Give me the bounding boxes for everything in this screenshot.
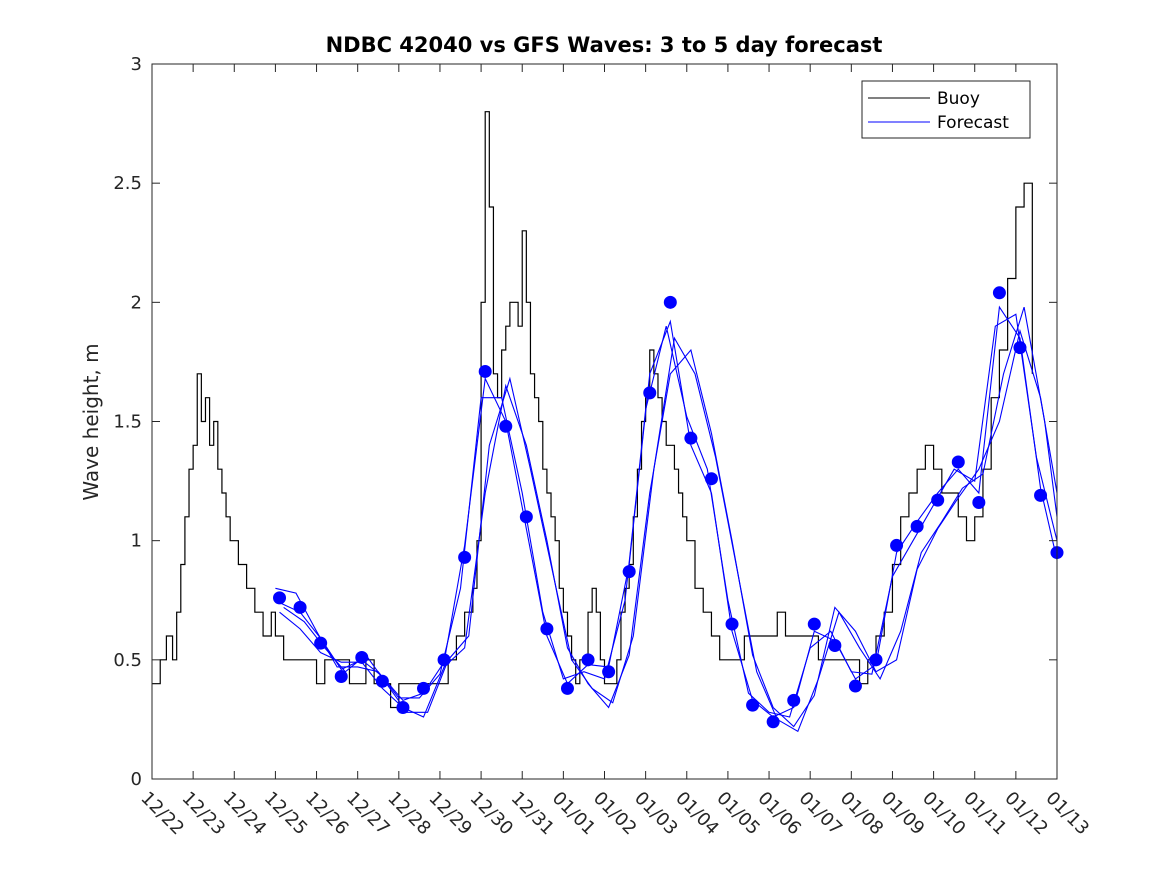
forecast-run-line-2 bbox=[275, 313, 1058, 718]
forecast-point bbox=[910, 519, 924, 533]
forecast-point bbox=[725, 617, 739, 631]
forecast-point bbox=[869, 653, 883, 667]
forecast-point bbox=[458, 550, 472, 564]
forecast-point bbox=[643, 386, 657, 400]
forecast-point bbox=[622, 565, 636, 579]
forecast-point bbox=[951, 455, 965, 469]
forecast-point bbox=[540, 622, 554, 636]
forecast-point bbox=[704, 472, 718, 486]
y-tick-label: 1.5 bbox=[113, 412, 142, 433]
legend-box bbox=[861, 80, 1031, 139]
forecast-point bbox=[828, 639, 842, 653]
plot-area bbox=[152, 111, 1064, 733]
y-tick-label: 0.5 bbox=[113, 650, 142, 671]
forecast-point bbox=[1034, 488, 1048, 502]
forecast-point bbox=[314, 636, 328, 650]
y-tick-label: 3 bbox=[131, 54, 142, 75]
forecast-point bbox=[972, 496, 986, 510]
forecast-point bbox=[273, 591, 287, 605]
forecast-point bbox=[602, 665, 616, 679]
forecast-point bbox=[766, 715, 780, 729]
forecast-point bbox=[334, 670, 348, 684]
forecast-point bbox=[931, 493, 945, 507]
y-tick-label: 2.5 bbox=[113, 173, 142, 194]
y-tick-label: 2 bbox=[131, 292, 142, 313]
forecast-point bbox=[890, 538, 904, 552]
y-tick-label: 0 bbox=[131, 769, 142, 790]
legend: Buoy Forecast bbox=[861, 80, 1031, 139]
forecast-point bbox=[746, 698, 760, 712]
forecast-point bbox=[787, 693, 801, 707]
forecast-point bbox=[581, 653, 595, 667]
forecast-point bbox=[663, 295, 677, 309]
y-tick-label: 1 bbox=[131, 531, 142, 552]
forecast-point bbox=[848, 679, 862, 693]
buoy-line bbox=[152, 111, 1033, 709]
forecast-point bbox=[417, 681, 430, 695]
forecast-point bbox=[437, 653, 451, 667]
forecast-run-line-4 bbox=[279, 328, 1058, 728]
forecast-point bbox=[560, 681, 574, 695]
forecast-point bbox=[519, 510, 533, 524]
forecast-point bbox=[396, 701, 410, 714]
y-axis-label: Wave height, m bbox=[79, 343, 103, 500]
forecast-point bbox=[375, 674, 389, 688]
legend-forecast-label: Forecast bbox=[937, 113, 1009, 133]
forecast-point bbox=[355, 650, 369, 664]
forecast-point bbox=[478, 364, 492, 378]
forecast-point bbox=[807, 617, 821, 631]
forecast-point bbox=[499, 419, 513, 433]
chart-title: NDBC 42040 vs GFS Waves: 3 to 5 day fore… bbox=[326, 33, 883, 57]
forecast-point bbox=[992, 286, 1006, 300]
forecast-point bbox=[684, 431, 698, 445]
legend-buoy-label: Buoy bbox=[937, 89, 980, 109]
forecast-point bbox=[1013, 341, 1027, 355]
forecast-point bbox=[293, 600, 307, 614]
